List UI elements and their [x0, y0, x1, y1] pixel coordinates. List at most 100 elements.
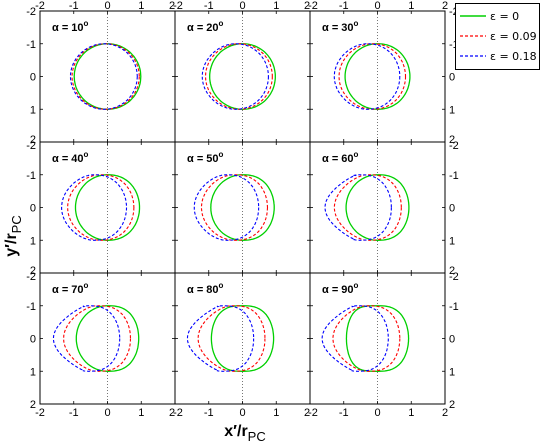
legend-item-eps018: ε = 0.18 — [460, 48, 540, 66]
y-tick-label-right: 2 — [449, 134, 455, 146]
x-tick-label-top: -2 — [173, 0, 183, 12]
panel-alpha-80: α = 80o — [174, 272, 311, 405]
curve-eps0-alpha-40 — [74, 174, 141, 241]
y-axis-title-main: y — [3, 248, 20, 257]
y-tick-label-right: 2 — [449, 265, 455, 277]
y-tick-label-left: 1 — [30, 366, 36, 378]
curve-eps018-alpha-60 — [324, 174, 392, 241]
curve-eps018-alpha-90 — [321, 305, 389, 372]
x-tick-label-top: -1 — [69, 0, 79, 12]
panel-alpha-50: α = 50o — [174, 141, 311, 274]
panel-alpha-90: α = 90o — [309, 272, 446, 405]
legend-label-eps018: ε = 0.18 — [490, 50, 537, 63]
legend-swatch-dashed-blue — [460, 55, 486, 57]
y-tick-label-right: -1 — [449, 170, 459, 182]
curve-eps009-alpha-40 — [67, 174, 135, 241]
legend: ε = 0 ε = 0.09 ε = 0.18 — [455, 3, 540, 70]
x-tick-label-bottom: 0 — [104, 407, 110, 419]
y-tick-label-right: 0 — [449, 72, 455, 84]
y-tick-label-left: 2 — [30, 399, 36, 411]
curve-eps009-alpha-10 — [71, 43, 140, 110]
y-tick-label-left: -2 — [26, 6, 36, 18]
curve-eps0-alpha-70 — [75, 305, 140, 372]
y-tick-label-right: 1 — [449, 366, 455, 378]
curve-eps009-alpha-20 — [204, 43, 273, 110]
x-tick-label-bottom: -2 — [308, 407, 318, 419]
x-tick-label-bottom: -1 — [69, 407, 79, 419]
legend-label-eps009: ε = 0.09 — [490, 30, 537, 43]
y-axis-title-sub: PC — [9, 215, 24, 233]
panel-label-alpha-50: α = 50o — [187, 150, 224, 165]
x-axis-title: x′/rPC — [224, 423, 265, 444]
curve-eps0-alpha-60 — [345, 174, 410, 241]
y-tick-label-right: 2 — [449, 399, 455, 411]
y-tick-label-right: 0 — [449, 203, 455, 215]
x-tick-label-top: 1 — [273, 0, 279, 12]
x-tick-label-bottom: 2 — [169, 407, 175, 419]
curve-eps018-alpha-70 — [52, 305, 121, 372]
y-tick-label-right: -2 — [449, 6, 459, 18]
legend-item-eps0: ε = 0 — [460, 8, 540, 26]
x-tick-label-top: -1 — [339, 0, 349, 12]
x-tick-label-top: -1 — [204, 0, 214, 12]
y-tick-label-left: 2 — [30, 265, 36, 277]
panel-label-alpha-20: α = 20o — [187, 19, 224, 34]
y-tick-label-left: -1 — [26, 301, 36, 313]
legend-label-eps0: ε = 0 — [490, 10, 520, 23]
curve-eps018-alpha-40 — [61, 174, 128, 241]
y-tick-label-right: 1 — [449, 104, 455, 116]
curve-eps018-alpha-20 — [201, 43, 269, 110]
x-tick-label-bottom: -2 — [173, 407, 183, 419]
x-tick-label-bottom: 0 — [374, 407, 380, 419]
curve-eps009-alpha-80 — [197, 305, 266, 372]
x-tick-label-top: 2 — [304, 0, 310, 12]
panel-label-alpha-60: α = 60o — [322, 150, 359, 165]
curve-eps009-alpha-90 — [332, 305, 401, 372]
panels-layer: α = 10o α = 20o α = 30o α = 40o α = 50o α = 6… — [39, 10, 446, 405]
curve-eps018-alpha-50 — [193, 174, 260, 241]
y-tick-label-right: -1 — [449, 39, 459, 51]
x-tick-label-bottom: 1 — [273, 407, 279, 419]
y-axis-title-denom: /r — [3, 233, 20, 244]
x-tick-label-bottom: -1 — [339, 407, 349, 419]
curve-eps018-alpha-10 — [69, 43, 138, 110]
y-tick-label-left: 2 — [30, 134, 36, 146]
x-tick-label-bottom: 0 — [239, 407, 245, 419]
y-tick-label-right: -2 — [449, 140, 459, 152]
y-tick-label-left: -1 — [26, 170, 36, 182]
curve-eps0-alpha-10 — [73, 43, 142, 110]
x-tick-label-top: 0 — [374, 0, 380, 12]
panel-label-alpha-80: α = 80o — [187, 281, 224, 296]
panel-alpha-20: α = 20o — [174, 10, 311, 143]
x-tick-label-top: -2 — [308, 0, 318, 12]
panel-label-alpha-40: α = 40o — [52, 150, 89, 165]
x-tick-label-bottom: 2 — [442, 407, 448, 419]
x-axis-title-sub: PC — [248, 429, 266, 444]
x-tick-label-top: 1 — [408, 0, 414, 12]
x-tick-label-bottom: -2 — [35, 407, 45, 419]
y-tick-label-left: -2 — [26, 271, 36, 283]
x-axis-title-main: x — [224, 423, 233, 440]
curve-eps009-alpha-30 — [338, 43, 407, 110]
panel-label-alpha-70: α = 70o — [52, 281, 89, 296]
x-tick-label-top: 0 — [239, 0, 245, 12]
curve-eps0-alpha-90 — [345, 305, 410, 372]
y-tick-label-left: -2 — [26, 140, 36, 152]
y-tick-label-left: 0 — [30, 72, 36, 84]
y-tick-label-right: 0 — [449, 334, 455, 346]
tick-labels-layer: -2-2-1-1001122-2-2-1-1001122-2-2-1-10011… — [26, 0, 459, 419]
panel-alpha-10: α = 10o — [39, 10, 176, 143]
x-tick-label-top: 2 — [442, 0, 448, 12]
y-axis-title-prime: ′ — [3, 244, 20, 248]
y-tick-label-right: -1 — [449, 301, 459, 313]
y-axis-title: y′/rPC — [3, 215, 24, 256]
x-tick-label-bottom: -1 — [204, 407, 214, 419]
x-tick-label-bottom: 2 — [304, 407, 310, 419]
x-tick-label-bottom: 1 — [408, 407, 414, 419]
y-tick-label-left: 1 — [30, 104, 36, 116]
x-tick-label-top: 2 — [169, 0, 175, 12]
y-tick-label-left: 0 — [30, 203, 36, 215]
x-tick-label-top: 1 — [138, 0, 144, 12]
curve-eps018-alpha-80 — [186, 305, 255, 372]
